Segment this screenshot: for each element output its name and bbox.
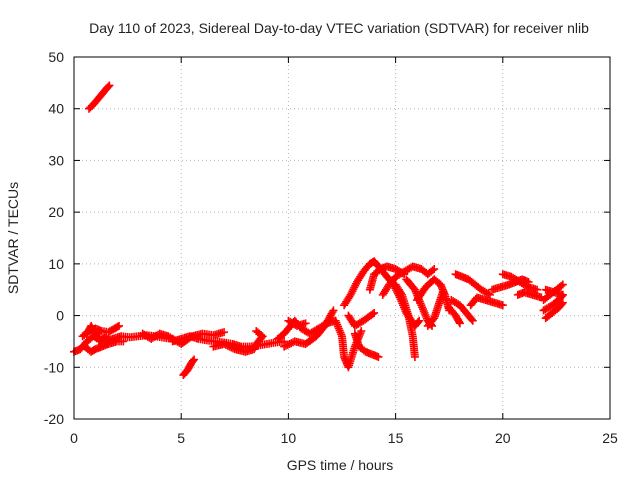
x-tick-label: 20 bbox=[495, 430, 511, 446]
y-tick-label: -10 bbox=[44, 359, 64, 375]
data-point bbox=[357, 327, 366, 336]
data-point bbox=[252, 327, 261, 336]
data-point bbox=[105, 81, 114, 90]
data-point bbox=[498, 301, 507, 310]
y-axis-label: SDTVAR / TECUs bbox=[5, 182, 21, 294]
y-tick-label: -20 bbox=[44, 411, 64, 427]
data-point bbox=[455, 319, 464, 328]
data-point bbox=[104, 82, 113, 91]
data-point bbox=[414, 318, 423, 327]
data-point bbox=[102, 332, 111, 341]
y-tick-label: 40 bbox=[48, 101, 64, 117]
data-point bbox=[220, 328, 229, 337]
y-tick-label: 30 bbox=[48, 152, 64, 168]
data-point bbox=[467, 315, 476, 324]
data-point bbox=[485, 290, 494, 299]
data-point bbox=[558, 280, 567, 289]
plot-frame bbox=[73, 56, 611, 420]
chart-title: Day 110 of 2023, Sidereal Day-to-day VTE… bbox=[89, 20, 589, 36]
data-point bbox=[533, 285, 542, 294]
x-tick-label: 15 bbox=[388, 430, 404, 446]
data-point bbox=[400, 270, 409, 279]
data-point bbox=[301, 319, 310, 328]
x-tick-label: 25 bbox=[602, 430, 618, 446]
data-point bbox=[430, 265, 439, 274]
data-point bbox=[557, 299, 566, 308]
data-point bbox=[370, 308, 379, 317]
data-point bbox=[558, 298, 567, 307]
data-point bbox=[410, 352, 419, 361]
data-point bbox=[374, 352, 383, 361]
data-point bbox=[438, 288, 447, 297]
axis-ticks: -20 -10 0 10 20 30 40 50 0 5 10 15 20 25 bbox=[44, 49, 618, 446]
data-point bbox=[468, 316, 477, 325]
data-point bbox=[329, 306, 338, 315]
y-tick-label: 20 bbox=[48, 204, 64, 220]
y-tick-label: 0 bbox=[56, 308, 64, 324]
data-point bbox=[415, 316, 424, 325]
gridlines bbox=[74, 57, 610, 419]
data-point bbox=[188, 356, 197, 365]
data-points bbox=[70, 81, 567, 380]
y-tick-label: 50 bbox=[48, 49, 64, 65]
data-point bbox=[558, 290, 567, 299]
data-point bbox=[115, 321, 124, 330]
y-tick-label: 10 bbox=[48, 256, 64, 272]
x-tick-label: 5 bbox=[177, 430, 185, 446]
data-point bbox=[119, 337, 128, 346]
data-point bbox=[190, 355, 199, 364]
x-axis-label: GPS time / hours bbox=[287, 457, 394, 473]
x-tick-label: 10 bbox=[281, 430, 297, 446]
x-tick-label: 0 bbox=[70, 430, 78, 446]
